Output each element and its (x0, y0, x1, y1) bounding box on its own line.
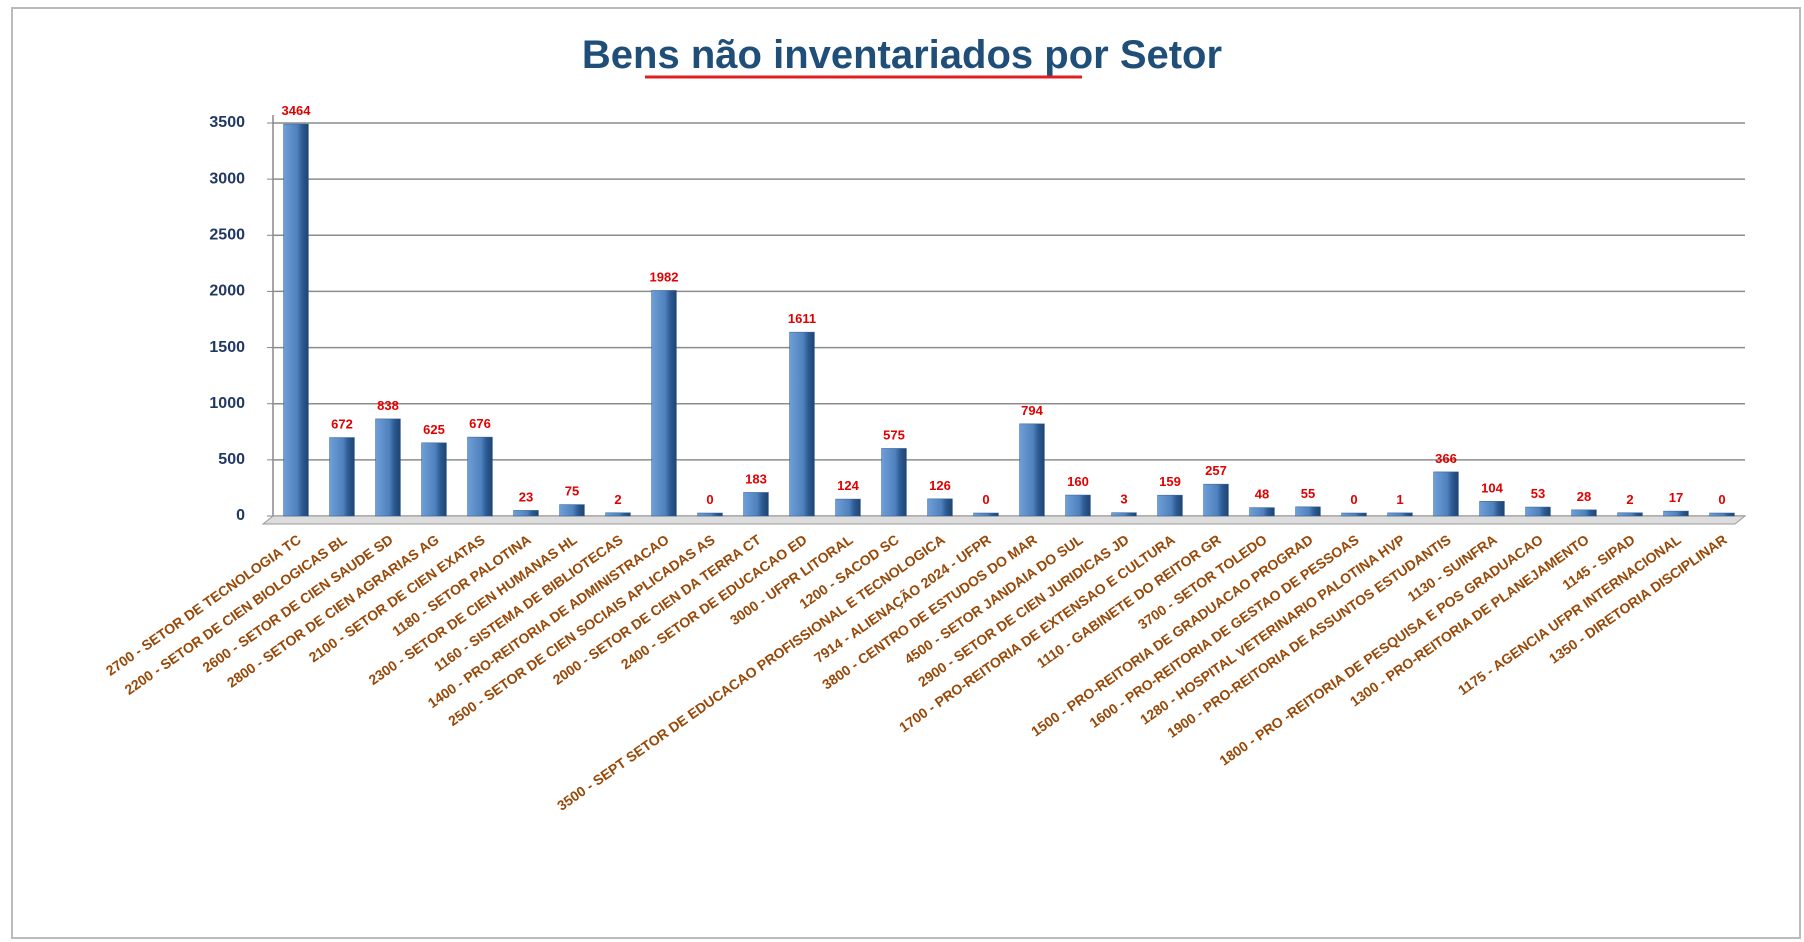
value-label: 0 (1350, 492, 1357, 507)
bar (1664, 511, 1689, 516)
bar (1710, 513, 1735, 516)
value-label: 159 (1159, 474, 1181, 489)
value-label: 75 (565, 484, 579, 499)
bar (698, 513, 723, 516)
bar (1204, 484, 1229, 516)
bar (284, 124, 309, 516)
value-label: 28 (1577, 489, 1591, 504)
bar (606, 513, 631, 516)
value-label: 794 (1021, 403, 1043, 418)
value-label: 2 (614, 492, 621, 507)
bar (652, 290, 677, 516)
bar (1020, 424, 1045, 516)
bar (422, 443, 447, 516)
bar (1618, 513, 1643, 516)
value-label: 2 (1626, 492, 1633, 507)
value-label: 160 (1067, 474, 1089, 489)
value-label: 48 (1255, 487, 1269, 502)
bar (1112, 513, 1137, 516)
value-label: 575 (883, 427, 905, 442)
bar (882, 448, 907, 516)
value-label: 0 (1718, 492, 1725, 507)
bar (1480, 501, 1505, 516)
y-tick-label: 3000 (209, 170, 245, 187)
y-tick-label: 1000 (209, 395, 245, 412)
y-tick-label: 2500 (209, 227, 245, 244)
bar (376, 419, 401, 516)
y-tick-label: 3500 (209, 114, 245, 131)
value-label: 366 (1435, 451, 1457, 466)
bar (1296, 507, 1321, 516)
value-label: 0 (706, 492, 713, 507)
bar (974, 513, 999, 516)
value-label: 672 (331, 417, 353, 432)
value-label: 1982 (650, 269, 679, 284)
chart: Bens não inventariados por Setor 0500100… (0, 0, 1804, 942)
value-label: 257 (1205, 463, 1227, 478)
bar (330, 438, 355, 516)
value-label: 1611 (788, 311, 816, 326)
bar (790, 332, 815, 516)
value-label: 625 (423, 422, 445, 437)
value-label: 124 (837, 478, 859, 493)
value-label: 3464 (282, 103, 312, 118)
value-label: 104 (1481, 480, 1503, 495)
bar (1066, 495, 1091, 516)
bar (928, 499, 953, 516)
bar (1434, 472, 1459, 516)
chart-title: Bens não inventariados por Setor (582, 33, 1222, 77)
value-label: 0 (982, 492, 989, 507)
y-tick-label: 500 (218, 451, 245, 468)
value-label: 55 (1301, 486, 1315, 501)
bar (514, 510, 539, 516)
y-tick-label: 0 (236, 507, 245, 524)
bar (744, 492, 769, 516)
bar (1250, 508, 1275, 516)
bar (560, 505, 585, 516)
value-label: 838 (377, 398, 399, 413)
value-label: 17 (1669, 490, 1683, 505)
floor (263, 516, 1745, 524)
value-label: 3 (1120, 492, 1127, 507)
bar (1388, 513, 1413, 516)
bar (1526, 507, 1551, 516)
value-label: 53 (1531, 486, 1545, 501)
bar (1342, 513, 1367, 516)
value-label: 1 (1396, 492, 1403, 507)
value-label: 23 (519, 489, 533, 504)
y-tick-label: 1500 (209, 339, 245, 356)
bar (1572, 510, 1597, 516)
bar (468, 437, 493, 516)
value-label: 126 (929, 478, 951, 493)
value-label: 183 (745, 471, 767, 486)
y-tick-label: 2000 (209, 283, 245, 300)
bar (1158, 495, 1183, 516)
value-label: 676 (469, 416, 491, 431)
bar (836, 499, 861, 516)
